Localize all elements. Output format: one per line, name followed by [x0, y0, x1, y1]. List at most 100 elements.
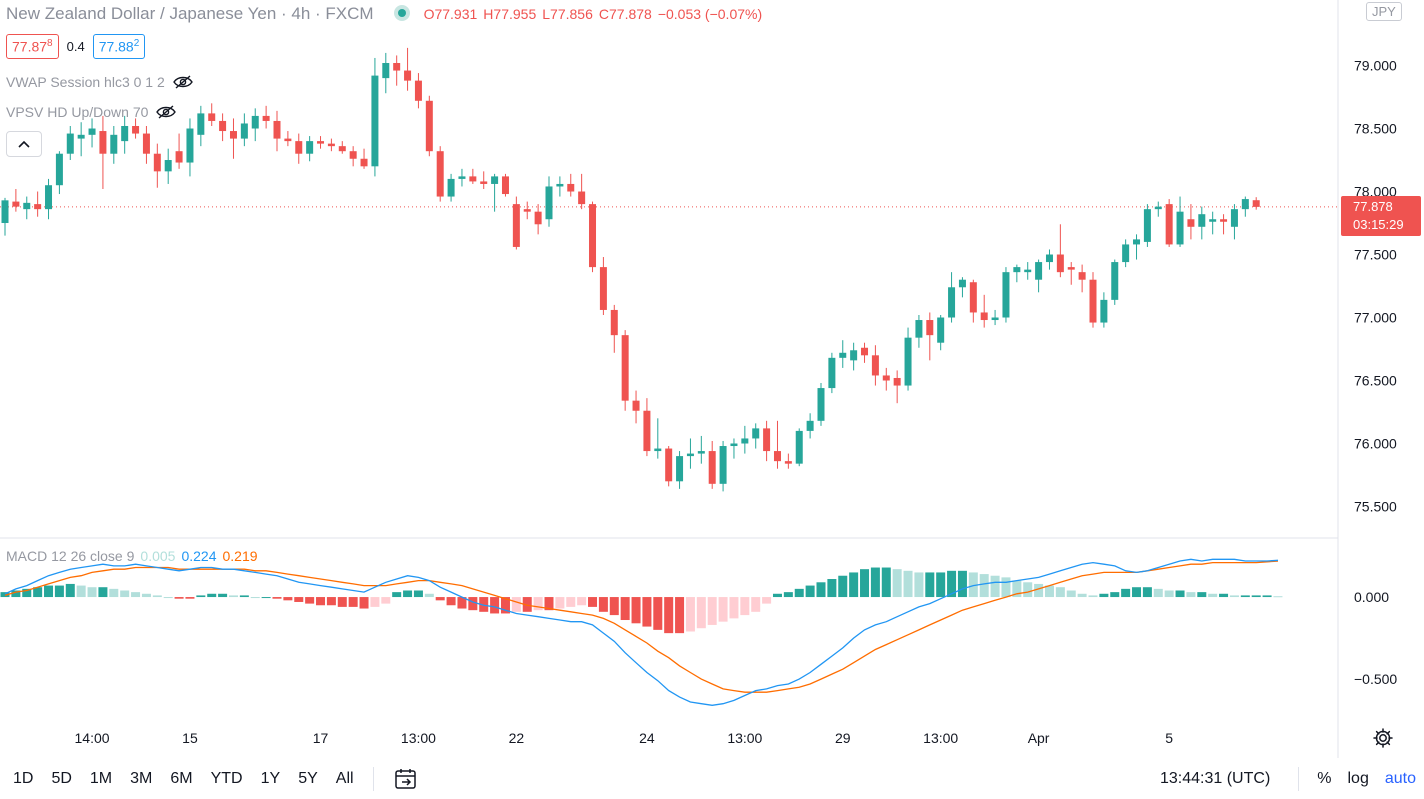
candle-body: [850, 350, 858, 361]
macd-histogram-bar: [1001, 577, 1011, 598]
macd-lines-layer: [4, 558, 1279, 706]
candle-body: [991, 317, 999, 321]
quote-row: 77.878 0.4 77.882: [6, 34, 146, 59]
candle-body: [284, 138, 292, 142]
range-1m-button[interactable]: 1M: [89, 769, 113, 787]
collapse-legend-button[interactable]: [6, 131, 42, 157]
range-6m-button[interactable]: 6M: [170, 769, 193, 787]
last-price-tag: 77.878 03:15:29: [1341, 196, 1421, 236]
candle: [937, 314, 945, 351]
candle: [1035, 259, 1043, 293]
time-tick-label: 13:00: [923, 730, 958, 746]
candle: [229, 118, 237, 159]
candle-body: [915, 320, 923, 338]
candle: [1, 197, 9, 236]
time-tick-label: 13:00: [727, 730, 762, 746]
candle: [991, 309, 999, 326]
candle-body: [643, 410, 651, 452]
macd-histogram-bar: [218, 593, 228, 598]
candle-body: [512, 204, 520, 247]
ohlc-change: −0.053 (−0.07%): [657, 6, 763, 22]
macd-histogram-bar: [174, 597, 184, 599]
sell-price-button[interactable]: 77.878: [6, 34, 59, 59]
auto-scale-toggle[interactable]: auto: [1384, 769, 1416, 787]
symbol-title[interactable]: New Zealand Dollar / Japanese Yen · 4h ·…: [6, 4, 374, 23]
macd-histogram-bar: [1132, 587, 1142, 598]
macd-histogram-bar: [860, 569, 870, 598]
candle: [1230, 204, 1238, 240]
gear-icon[interactable]: [1372, 727, 1394, 749]
candle-body: [773, 451, 781, 462]
ohlc-open-value: 77.931: [434, 6, 478, 22]
candle: [132, 118, 140, 139]
macd-histogram-bar: [598, 597, 608, 612]
price-axis-ticks[interactable]: 75.500 76.000 76.500 77.000 77.500 78.000 78.5…: [1354, 58, 1397, 515]
macd-histogram-bar: [1208, 593, 1218, 598]
candle-body: [806, 420, 814, 431]
range-1y-button[interactable]: 1Y: [260, 769, 281, 787]
candle: [414, 73, 422, 109]
sell-price-main: 77.87: [12, 38, 48, 55]
macd-histogram-bar: [805, 585, 815, 598]
macd-histogram-bar: [990, 575, 1000, 598]
time-tick-label: 17: [313, 730, 329, 746]
candle-body: [501, 176, 509, 195]
candle: [447, 173, 455, 202]
macd-histogram-bar: [1066, 590, 1076, 598]
currency-badge[interactable]: JPY: [1366, 2, 1402, 21]
indicator-vwap[interactable]: VWAP Session hlc3 0 1 2: [6, 74, 193, 90]
candle: [99, 115, 107, 189]
macd-histogram-bar: [446, 597, 456, 606]
macd-histogram-bar: [577, 597, 587, 606]
candle-body: [1220, 219, 1228, 222]
macd-histogram-bar: [305, 597, 315, 604]
eye-off-icon[interactable]: [172, 75, 193, 89]
macd-histogram-bar: [588, 597, 598, 607]
percent-scale-toggle[interactable]: %: [1317, 769, 1332, 787]
candle: [665, 446, 673, 487]
candle: [806, 413, 814, 439]
chart-canvas[interactable]: 75.500 76.000 76.500 77.000 77.500 78.000 78.5…: [0, 0, 1424, 758]
candle-body: [1241, 199, 1249, 210]
candle-body: [665, 448, 673, 482]
candle: [773, 420, 781, 469]
range-5d-button[interactable]: 5D: [51, 769, 72, 787]
ohlc-close: C77.878: [599, 6, 652, 22]
candle-body: [132, 125, 140, 134]
macd-histogram-bar: [1023, 582, 1033, 598]
range-5y-button[interactable]: 5Y: [298, 769, 318, 787]
candle: [480, 171, 488, 189]
macd-axis-ticks[interactable]: −0.500 0.000: [1354, 589, 1397, 687]
eye-off-icon[interactable]: [156, 105, 177, 119]
macd-histogram-bar: [925, 572, 935, 598]
candle-body: [197, 113, 205, 135]
macd-histogram-bar: [1164, 590, 1174, 598]
go-to-date-icon[interactable]: [394, 768, 418, 790]
macd-histogram-bar: [11, 590, 21, 598]
buy-price-button[interactable]: 77.882: [92, 34, 146, 59]
time-tick-label: 14:00: [75, 730, 110, 746]
time-axis-ticks[interactable]: 14:00 15 17 13:00 22 24 13:00 29 13:00 Apr 5: [75, 730, 1174, 746]
macd-histogram-bar: [827, 579, 837, 598]
indicator-vpsv[interactable]: VPSV HD Up/Down 70: [6, 104, 177, 120]
candle: [1143, 204, 1151, 247]
candle: [589, 201, 597, 273]
range-3m-button[interactable]: 3M: [130, 769, 153, 787]
candle: [545, 176, 553, 227]
range-all-button[interactable]: All: [335, 769, 354, 787]
macd-histogram-bar: [1251, 595, 1261, 598]
ohlc-low-value: 77.856: [550, 6, 593, 22]
macd-histogram-bar: [163, 597, 173, 599]
macd-legend[interactable]: MACD 12 26 close 9 0.005 0.224 0.219: [6, 548, 264, 564]
time-tick-label: 24: [639, 730, 655, 746]
candle: [262, 105, 270, 129]
market-status-icon[interactable]: [393, 5, 410, 21]
range-1d-button[interactable]: 1D: [13, 769, 34, 787]
range-ytd-button[interactable]: YTD: [210, 769, 243, 787]
candle: [719, 440, 727, 492]
macd-histogram-bar: [1273, 596, 1283, 598]
log-scale-toggle[interactable]: log: [1347, 769, 1369, 787]
candle-body: [99, 131, 107, 154]
utc-clock[interactable]: 13:44:31 (UTC): [1160, 769, 1271, 787]
candle-body: [817, 388, 825, 421]
